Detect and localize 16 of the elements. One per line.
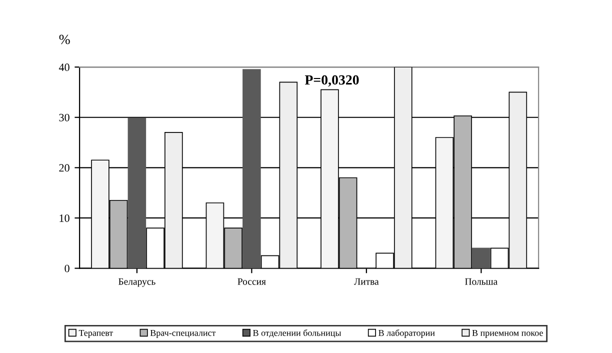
legend-label: Врач-специалист bbox=[150, 330, 216, 338]
y-tick-label: 30 bbox=[59, 114, 70, 122]
x-tick-label: Польша bbox=[465, 278, 498, 285]
y-axis-title: % bbox=[59, 34, 70, 44]
y-tick-label: 10 bbox=[60, 214, 70, 222]
x-tick-label: Беларусь bbox=[118, 278, 156, 287]
legend-label: В лаборатории bbox=[378, 329, 435, 338]
x-tick-label: Литва bbox=[354, 278, 379, 285]
legend-label: В отделении больницы bbox=[253, 329, 342, 338]
y-tick-label: 40 bbox=[58, 64, 70, 72]
legend-label: В приемном покое bbox=[472, 330, 543, 338]
y-tick-label: 0 bbox=[64, 264, 70, 272]
y-tick-label: 20 bbox=[59, 164, 70, 172]
annotation: P=0,0320 bbox=[304, 75, 359, 87]
legend-label: Терапевт bbox=[78, 330, 113, 338]
x-tick-label: Россия bbox=[238, 278, 266, 285]
